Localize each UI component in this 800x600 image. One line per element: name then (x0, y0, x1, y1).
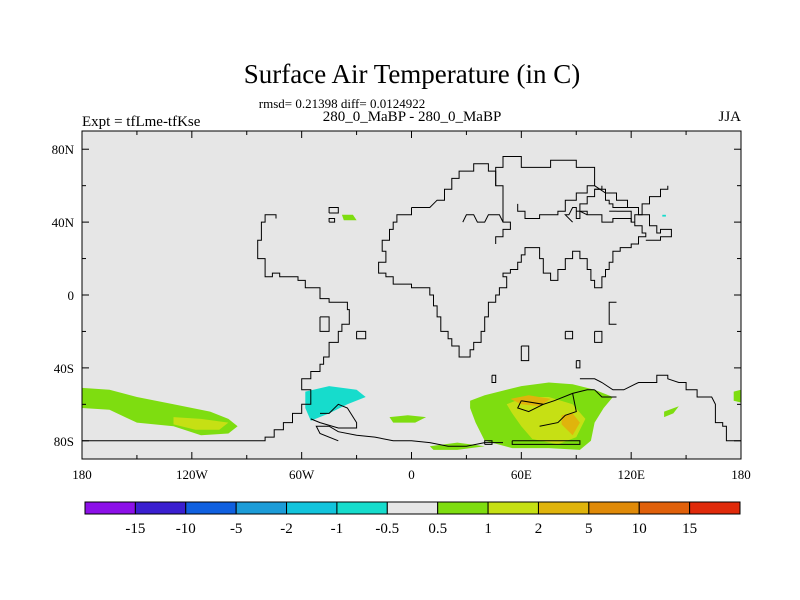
coastline-24 (516, 400, 544, 413)
coastline-11 (319, 316, 330, 332)
stats-line: rmsd= 0.21398 diff= 0.0124922 (259, 96, 425, 111)
colorbar-label-10: 10 (632, 521, 647, 537)
anomaly-region-1 (173, 417, 229, 430)
coastline-18 (491, 374, 497, 383)
coastline-30 (616, 210, 632, 223)
colorbar-swatch-11 (638, 501, 691, 515)
colorbar-swatch-2 (185, 501, 237, 515)
coastline-15 (594, 330, 603, 343)
x-tick-label-5: 120E (617, 467, 645, 482)
y-tick-label-4: 80S (54, 434, 74, 449)
coastline-25 (539, 393, 577, 427)
coastline-19 (579, 374, 741, 442)
colorbar-swatch-3 (235, 501, 288, 515)
coastline-16 (608, 301, 617, 325)
anomaly-region-6 (506, 397, 586, 445)
coastline-2 (315, 425, 503, 447)
map-background (82, 131, 741, 459)
colorbar-label-7: 1 (484, 521, 492, 537)
colorbar-label-6: 0.5 (428, 521, 447, 537)
anomaly-region-8 (561, 413, 580, 436)
coastline-21 (511, 440, 581, 445)
colorbar-swatch-10 (588, 501, 640, 515)
x-tick-label-2: 60W (289, 467, 315, 482)
map-area (81, 130, 742, 460)
y-tick-label-1: 40N (52, 215, 75, 230)
coastline-layer (82, 156, 741, 447)
colorbar-label-2: -5 (230, 521, 243, 537)
coastline-12 (356, 330, 367, 340)
colorbar-swatch-4 (286, 501, 338, 515)
colorbar-label-1: -10 (176, 521, 196, 537)
coastline-26 (564, 207, 635, 223)
coastline-1 (310, 403, 358, 429)
colorbar-label-9: 5 (585, 521, 593, 537)
x-tick-label-4: 60E (511, 467, 532, 482)
x-tick-label-6: 180 (731, 467, 751, 482)
coastline-0 (82, 214, 350, 442)
chart-title: Surface Air Temperature (in C) (244, 59, 581, 89)
colorbar-swatch-9 (537, 501, 590, 515)
colorbar-swatch-7 (437, 501, 489, 515)
coastline-28 (594, 188, 628, 208)
coastline-22 (521, 389, 595, 405)
coastline-10 (328, 218, 336, 223)
coastline-13 (520, 345, 530, 362)
colorbar-swatch-1 (134, 501, 187, 515)
experiment-label: Expt = tfLme-tfKse (82, 114, 201, 130)
coastline-23 (594, 389, 617, 398)
anomaly-region-2 (305, 386, 366, 421)
colorbar-label-11: 15 (682, 521, 697, 537)
coastline-8 (594, 185, 672, 241)
colorbar-swatch-8 (487, 501, 539, 515)
x-tick-label-0: 180 (72, 467, 92, 482)
case-label: 280_0_MaBP - 280_0_MaBP (323, 109, 502, 125)
colorbar-label-8: 2 (535, 521, 543, 537)
coastline-7 (411, 163, 497, 208)
anomaly-region-11 (341, 214, 357, 221)
colorbar-label-5: -0.5 (375, 521, 399, 537)
x-tick-label-1: 120W (176, 467, 209, 482)
anomaly-region-9 (664, 406, 679, 418)
colorbar: -15 -10 -5 -2 -1 -0.5 0.5 1 2 5 10 15 (84, 501, 741, 537)
y-tick-label-2: 0 (68, 288, 75, 303)
y-tick-label-3: 40S (54, 361, 74, 376)
y-tick-label-0: 80N (52, 142, 75, 157)
colorbar-swatch-12 (689, 501, 741, 515)
colorbar-label-0: -15 (125, 521, 145, 537)
colorbar-label-3: -2 (280, 521, 293, 537)
coastline-9 (328, 207, 339, 214)
x-tick-label-3: 0 (408, 467, 415, 482)
colorbar-swatch-5 (336, 501, 388, 515)
coastline-3 (378, 207, 647, 358)
anomaly-region-12 (662, 214, 666, 217)
anomaly-region-3 (389, 415, 427, 423)
coastline-5 (462, 214, 511, 244)
coastline-14 (564, 330, 574, 340)
colorbar-swatch-0 (84, 501, 136, 515)
contour-fill-layer (82, 214, 741, 450)
coastline-6 (495, 156, 596, 223)
axis-ticks: 180 120W 60W 0 60E 120E 180 80N 40N 0 40S 80S (52, 131, 751, 482)
coastline-17 (575, 360, 581, 369)
colorbar-swatch-6 (386, 501, 439, 515)
colorbar-label-4: -1 (331, 521, 344, 537)
season-label: JJA (718, 109, 741, 125)
anomaly-region-10 (733, 389, 741, 403)
coastline-20 (484, 440, 493, 445)
